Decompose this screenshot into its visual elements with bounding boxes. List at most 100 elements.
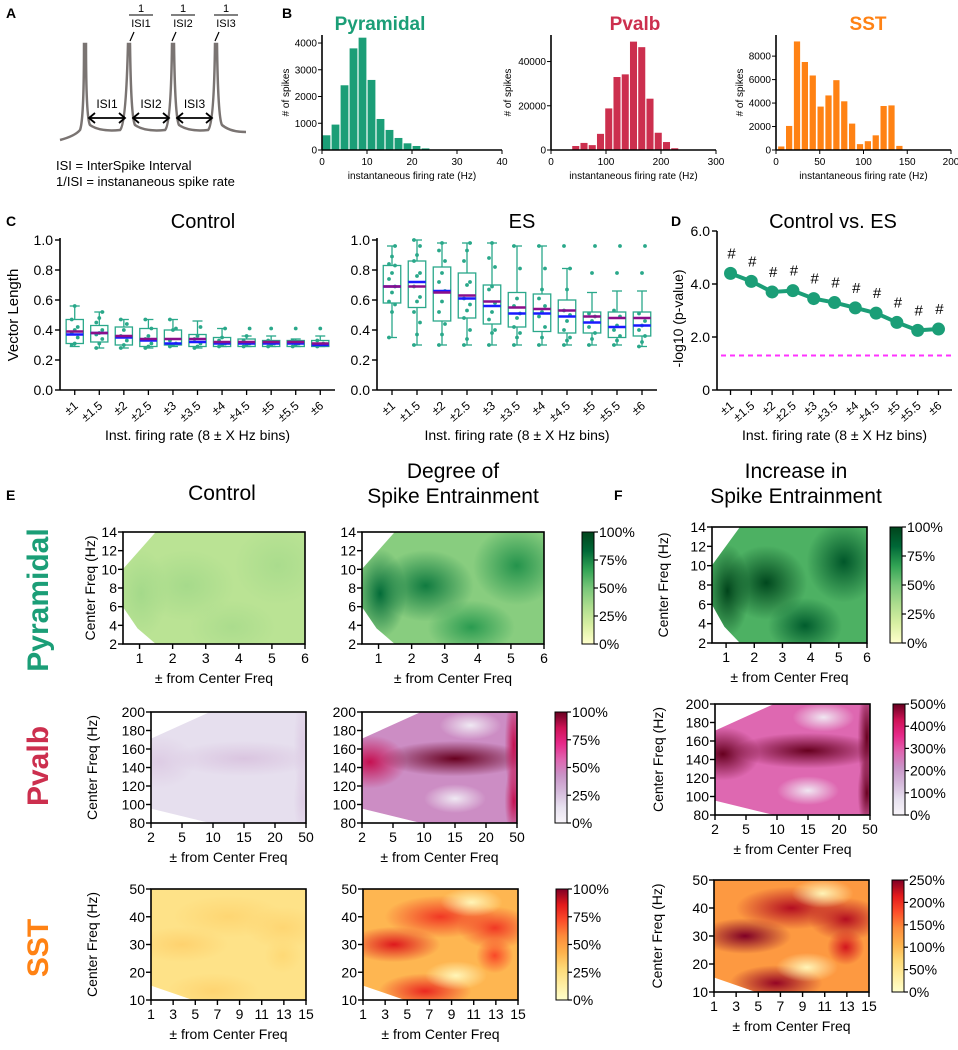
histogram-bar [817,106,824,150]
histogram-bar [621,74,629,150]
histogram-bar [340,85,349,150]
histogram-bar [385,129,394,150]
histogram-bar [880,105,887,150]
x-tick-label: 10 [769,821,785,837]
histogram-bar [629,41,638,151]
colorbar-label: 200% [910,763,946,779]
x-tick-label: 7 [426,1006,434,1022]
colorbar-label: 0% [572,815,592,831]
x-tick-label: 300 [708,157,725,168]
data-point [393,302,397,307]
data-point [562,244,566,248]
y-tick-label: 40 [341,909,357,925]
data-point [487,287,491,292]
data-point [490,284,494,289]
data-point [565,287,569,292]
colorbar-label: 75% [599,552,627,568]
data-point [587,343,591,347]
p-value-point [828,296,841,310]
data-point [146,334,151,338]
row-label-pyramidal: Pyramidal [22,528,55,671]
y-tick-label: 0.2 [34,352,54,368]
data-point [146,344,151,349]
data-point [247,326,252,331]
histogram-bar [786,125,793,150]
y-axis-label: Center Freq (Hz) [84,892,100,997]
data-point [465,337,469,341]
colorbar-label: 100% [573,881,609,897]
box-5 [507,244,527,347]
data-point [266,344,271,349]
data-point [415,253,419,257]
x-tick-label: ±1.5 [396,398,423,424]
data-point [440,241,444,245]
x-tick-label: 1 [710,998,718,1014]
heatmap-region [245,906,306,950]
y-tick-label: 4000 [295,39,318,50]
x-tick-label: 5 [191,1006,199,1022]
colorbar-label: 50% [572,760,600,776]
x-tick-label: ±1.5 [730,398,757,424]
data-point [418,271,422,275]
data-point [490,331,494,335]
colorbar-label: 250% [909,872,945,888]
heatmap-region [427,600,515,644]
data-point [121,328,126,332]
y-tick-label: 120 [333,778,357,794]
f-header-line2: Spike Entrainment [710,485,882,508]
arrow-right-icon [205,112,214,124]
y-tick-label: 8 [698,577,706,593]
box-iqr [607,311,627,339]
box-10 [311,326,330,349]
panel-label-f: F [614,487,623,503]
arrow-left-icon [87,112,96,124]
heatmap-region [188,600,276,644]
data-point [537,244,541,248]
x-tick-label: 50 [862,821,878,837]
row-label-pvalb: Pvalb [22,726,55,806]
histogram-bar [793,41,801,150]
heatmap-region [264,937,302,974]
data-point [518,331,522,335]
y-axis-label: Center Freq (Hz) [650,707,666,812]
rate-pointer [129,31,135,42]
y-axis-label: Center Freq (Hz) [655,532,671,637]
y-tick-label: 12 [101,543,117,559]
e-header-es-line2: Spike Entrainment [367,485,539,508]
x-axis-label: instantaneous firing rate (Hz) [348,171,476,182]
x-tick-label: ±4 [529,398,548,417]
x-axis-label: ± from Center Freq [730,669,848,685]
significance-marker: # [915,302,924,319]
significance-marker: # [873,285,882,302]
y-tick-label: 6 [348,599,356,615]
significance-marker: # [894,294,903,311]
heatmap-region [806,527,867,603]
box-2 [432,241,452,347]
data-point [543,304,547,308]
x-tick-label: 2 [408,650,416,666]
rate-denominator: ISI3 [216,18,236,30]
data-point [124,338,129,343]
box-8 [582,244,602,347]
row-label-sst: SST [22,919,55,977]
y-tick-label: 200 [333,704,357,720]
data-point [387,299,391,304]
panel-label-b: B [282,5,292,21]
box-8 [261,326,281,349]
data-point [565,319,569,323]
data-point [612,343,616,347]
x-axis-label: Inst. firing rate (8 ± X Hz bins) [742,427,927,443]
significance-marker: # [748,253,757,270]
y-axis-label: # of spikes [735,69,746,117]
data-point [241,344,246,349]
heatmap-region [440,889,503,917]
x-tick-label: 3 [779,649,787,665]
y-tick-label: 1000 [295,119,318,130]
data-point [118,346,123,350]
data-point [418,244,422,248]
heatmap-region [715,727,760,781]
x-tick-label: 0 [773,157,779,168]
x-tick-label: 50 [509,829,525,845]
x-tick-label: 4 [807,649,815,665]
